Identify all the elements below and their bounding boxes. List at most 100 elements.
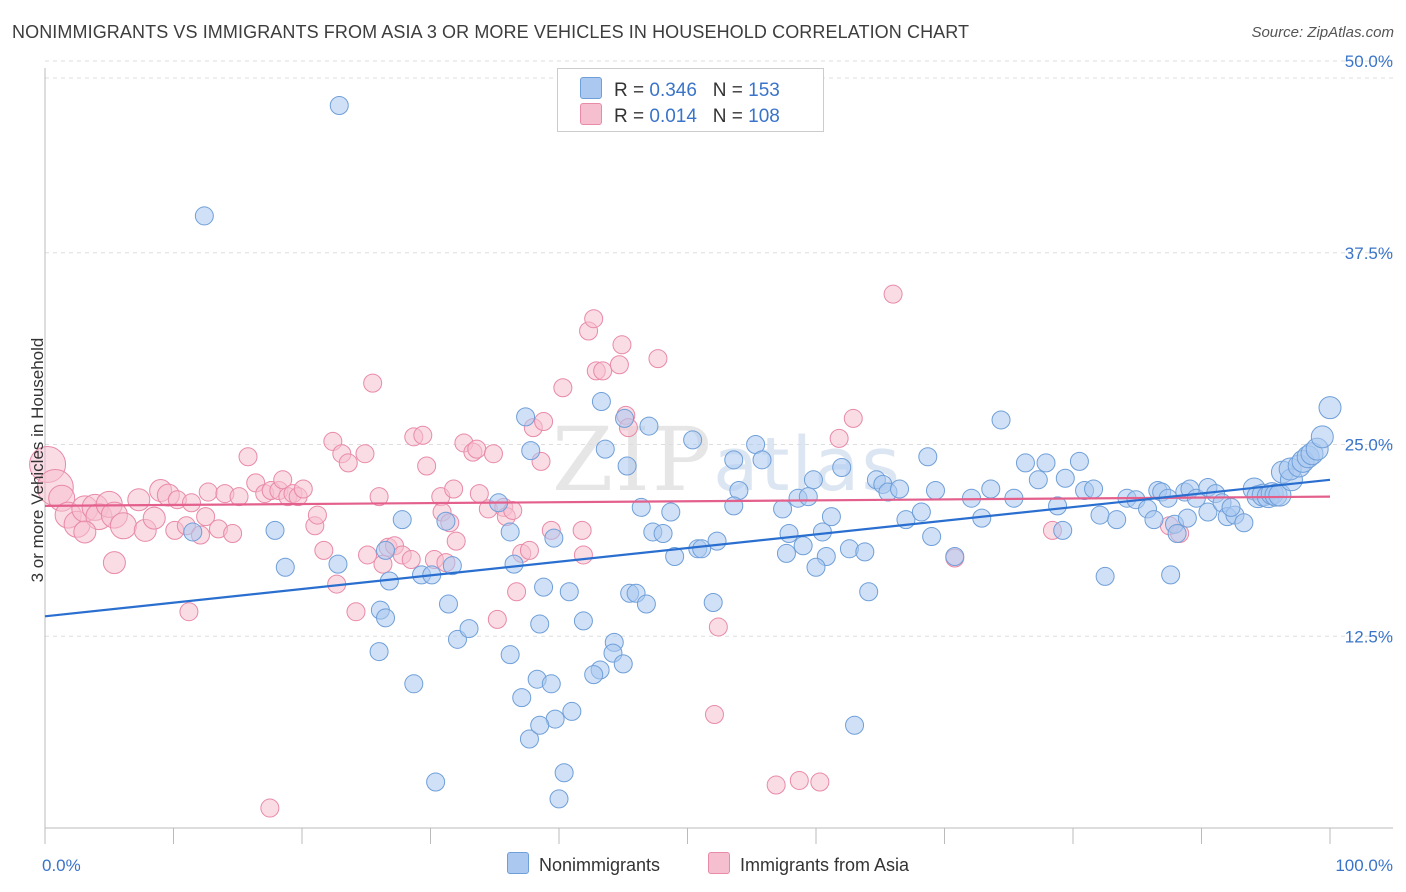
bottom-legend-immigrants: Immigrants from Asia: [708, 852, 909, 876]
point-nonimmigrants: [636, 594, 656, 614]
point-nonimmigrants: [661, 502, 681, 522]
point-nonimmigrants: [639, 416, 659, 436]
point-nonimmigrants: [821, 507, 841, 527]
point-nonimmigrants: [724, 496, 744, 516]
point-immigrants: [346, 602, 366, 622]
point-immigrants: [843, 408, 863, 428]
point-nonimmigrants: [329, 95, 349, 115]
point-nonimmigrants: [1090, 505, 1110, 525]
point-nonimmigrants: [1095, 566, 1115, 586]
point-nonimmigrants: [459, 619, 479, 639]
point-immigrants: [572, 520, 592, 540]
point-immigrants: [829, 428, 849, 448]
point-immigrants: [766, 775, 786, 795]
point-immigrants: [708, 617, 728, 637]
point-immigrants: [238, 447, 258, 467]
point-nonimmigrants: [504, 554, 524, 574]
point-immigrants: [109, 512, 137, 540]
point-nonimmigrants: [392, 510, 412, 530]
point-immigrants: [142, 506, 166, 530]
point-nonimmigrants: [500, 645, 520, 665]
point-nonimmigrants: [369, 642, 389, 662]
point-nonimmigrants: [442, 556, 462, 576]
correlation-legend: R = 0.346 N = 153 R = 0.014 N = 108: [557, 68, 824, 132]
point-immigrants: [314, 540, 334, 560]
point-nonimmigrants: [1144, 510, 1164, 530]
point-nonimmigrants: [665, 546, 685, 566]
point-immigrants: [413, 425, 433, 445]
point-nonimmigrants: [613, 654, 633, 674]
point-nonimmigrants: [1107, 510, 1127, 530]
point-immigrants: [883, 284, 903, 304]
trend-lines: [44, 478, 1331, 618]
y-tick-label: 12.5%: [1345, 627, 1393, 646]
legend-row-nonimmigrants: R = 0.346 N = 153: [580, 77, 780, 101]
point-immigrants: [196, 507, 216, 527]
point-immigrants: [810, 772, 830, 792]
point-immigrants: [338, 453, 358, 473]
series-immigrants-from-asia: [29, 284, 1190, 818]
point-nonimmigrants: [1234, 513, 1254, 533]
point-nonimmigrants: [436, 511, 456, 531]
point-nonimmigrants: [890, 479, 910, 499]
point-nonimmigrants: [438, 594, 458, 614]
point-immigrants: [102, 551, 126, 575]
point-immigrants: [223, 523, 243, 543]
point-nonimmigrants: [707, 531, 727, 551]
point-nonimmigrants: [1015, 453, 1035, 473]
point-nonimmigrants: [855, 542, 875, 562]
point-nonimmigrants: [839, 539, 859, 559]
point-immigrants: [519, 540, 539, 560]
trend-line-immigrants: [44, 495, 1331, 507]
legend-n-label: N =: [712, 80, 743, 101]
point-immigrants: [573, 545, 593, 565]
point-nonimmigrants: [1053, 520, 1073, 540]
point-immigrants: [553, 378, 573, 398]
series-nonimmigrants: [183, 95, 1342, 809]
point-nonimmigrants: [911, 502, 931, 522]
point-immigrants: [704, 704, 724, 724]
point-nonimmigrants: [798, 487, 818, 507]
point-nonimmigrants: [703, 593, 723, 613]
point-nonimmigrants: [1048, 496, 1068, 516]
point-nonimmigrants: [752, 450, 772, 470]
point-nonimmigrants: [1198, 502, 1218, 522]
legend-swatch-blue: [580, 77, 602, 99]
point-nonimmigrants: [922, 527, 942, 547]
point-nonimmigrants: [328, 554, 348, 574]
point-nonimmigrants: [1028, 470, 1048, 490]
point-nonimmigrants: [500, 522, 520, 542]
point-nonimmigrants: [991, 410, 1011, 430]
tick-labels: 12.5% 25.0% 37.5% 50.0% 0.0% 100.0%: [42, 52, 1393, 875]
point-nonimmigrants: [376, 540, 396, 560]
point-nonimmigrants: [530, 715, 550, 735]
point-nonimmigrants: [516, 407, 536, 427]
point-nonimmigrants: [265, 520, 285, 540]
point-nonimmigrants: [653, 523, 673, 543]
point-nonimmigrants: [521, 441, 541, 461]
point-nonimmigrants: [591, 392, 611, 412]
point-nonimmigrants: [793, 536, 813, 556]
point-immigrants: [181, 493, 201, 513]
legend-swatch-pink: [580, 103, 602, 125]
point-immigrants: [179, 602, 199, 622]
point-nonimmigrants: [692, 539, 712, 559]
point-immigrants: [467, 439, 487, 459]
point-immigrants: [444, 479, 464, 499]
point-immigrants: [417, 456, 437, 476]
point-nonimmigrants: [803, 470, 823, 490]
point-nonimmigrants: [1310, 425, 1334, 449]
legend-r-label: R =: [614, 106, 645, 127]
point-nonimmigrants: [554, 763, 574, 783]
bottom-legend-swatch-blue: [507, 852, 529, 874]
y-tick-label: 37.5%: [1345, 244, 1393, 263]
point-nonimmigrants: [615, 408, 635, 428]
point-nonimmigrants: [275, 557, 295, 577]
x-tick-label-min: 0.0%: [42, 856, 81, 875]
legend-row-immigrants: R = 0.014 N = 108: [580, 103, 780, 127]
point-nonimmigrants: [512, 688, 532, 708]
point-immigrants: [355, 444, 375, 464]
point-nonimmigrants: [519, 729, 539, 749]
point-nonimmigrants: [559, 582, 579, 602]
